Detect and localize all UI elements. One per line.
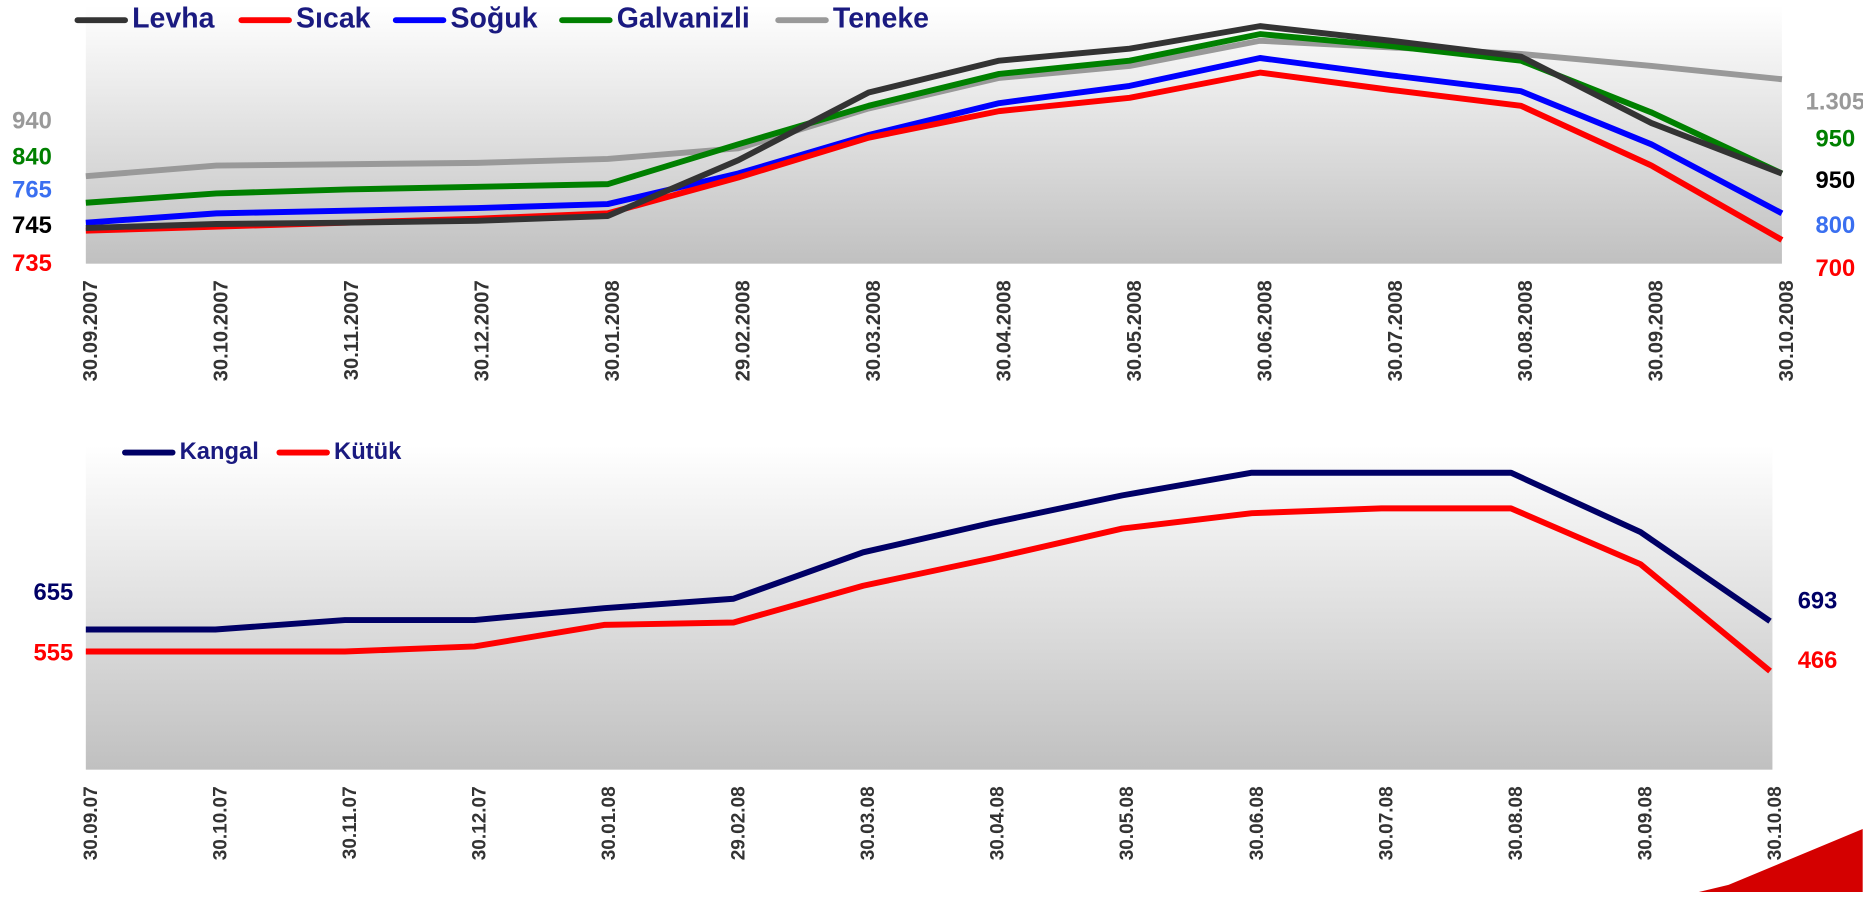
x-tick-label: 30.05.2008 <box>1124 280 1146 381</box>
x-tick-label: 30.09.08 <box>1635 786 1656 860</box>
x-tick-label: 30.03.08 <box>858 786 879 860</box>
x-tick-label: 30.07.08 <box>1376 786 1397 860</box>
legend-label: Galvanizli <box>617 3 750 35</box>
x-tick-label: 30.07.2008 <box>1385 280 1407 381</box>
x-tick-label: 30.04.2008 <box>993 280 1015 381</box>
legend-label: Levha <box>132 3 216 35</box>
x-tick-label: 29.02.2008 <box>732 280 754 381</box>
legend-label: Teneke <box>833 3 929 35</box>
end-value-label: 800 <box>1816 212 1856 239</box>
start-value-label: 735 <box>12 250 52 277</box>
corner-decoration <box>1698 829 1863 892</box>
series-line <box>85 469 1772 633</box>
x-tick-label: 30.12.07 <box>469 786 490 860</box>
x-tick-label: 30.06.08 <box>1247 786 1268 860</box>
x-tick-label: 30.11.07 <box>340 786 361 859</box>
x-tick-label: 30.08.2008 <box>1515 280 1537 381</box>
x-tick-label: 30.10.2007 <box>211 280 233 381</box>
start-value-label: 655 <box>34 579 74 606</box>
legend-label: Kütük <box>334 438 402 465</box>
start-value-label: 745 <box>12 212 52 239</box>
series-line <box>85 31 1784 206</box>
x-tick-label: 30.01.2008 <box>602 280 624 381</box>
end-value-label: 700 <box>1816 255 1856 282</box>
x-tick-label: 30.09.2007 <box>80 280 102 381</box>
start-value-label: 555 <box>34 640 74 667</box>
series-line <box>85 23 1783 231</box>
x-tick-label: 30.04.08 <box>988 786 1009 860</box>
x-tick-label: 30.05.08 <box>1117 786 1138 860</box>
x-tick-label: 30.10.08 <box>1765 786 1786 860</box>
legend-label: Kangal <box>180 438 259 465</box>
x-tick-label: 30.10.2008 <box>1776 280 1798 381</box>
x-tick-label: 29.02.08 <box>729 786 750 860</box>
end-value-label: 466 <box>1798 647 1838 674</box>
end-value-label: 693 <box>1798 587 1838 614</box>
end-value-label: 950 <box>1816 125 1856 152</box>
x-tick-label: 30.12.2007 <box>471 280 493 381</box>
legend-label: Sıcak <box>296 3 371 35</box>
series-line <box>85 505 1772 674</box>
x-tick-label: 30.11.2007 <box>341 280 363 380</box>
x-tick-label: 30.06.2008 <box>1254 280 1276 381</box>
x-tick-label: 30.09.2008 <box>1646 280 1668 381</box>
series-line <box>85 55 1784 226</box>
x-tick-label: 30.01.08 <box>599 786 620 860</box>
x-tick-label: 30.03.2008 <box>863 280 885 381</box>
plot-area <box>85 445 1773 770</box>
end-value-label: 950 <box>1816 167 1856 194</box>
start-value-label: 940 <box>12 108 52 135</box>
x-tick-label: 30.08.08 <box>1506 786 1527 860</box>
end-value-label: 1.305 <box>1806 89 1863 116</box>
x-tick-label: 30.10.07 <box>210 786 231 860</box>
legend-label: Soğuk <box>450 3 537 35</box>
x-tick-label: 30.09.07 <box>81 786 102 860</box>
start-value-label: 840 <box>12 143 52 170</box>
start-value-label: 765 <box>12 177 52 204</box>
